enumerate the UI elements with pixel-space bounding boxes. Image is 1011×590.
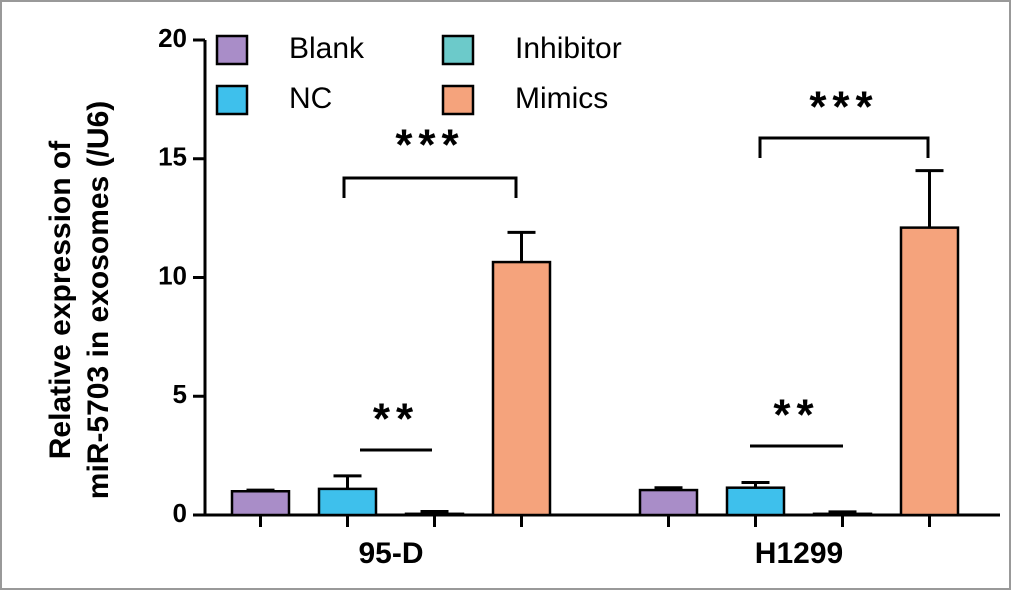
legend-label: Mimics	[515, 82, 608, 115]
significance-label: **	[773, 391, 819, 440]
y-tick-label: 5	[173, 379, 187, 409]
significance-bracket	[342, 176, 518, 198]
y-axis-label: miR-5703 in exosomes (/U6)	[82, 101, 115, 499]
legend-swatch	[215, 34, 249, 66]
y-tick-label: 20	[158, 23, 187, 53]
significance-label: **	[373, 395, 419, 444]
y-tick-label: 10	[158, 260, 187, 290]
y-tick-label: 15	[158, 142, 187, 172]
legend-swatch	[441, 84, 475, 116]
bar	[725, 486, 786, 517]
bar	[812, 512, 873, 517]
legend-swatch	[215, 84, 249, 116]
y-axis-label: Relative expression of	[44, 140, 77, 459]
significance-label: ***	[809, 83, 878, 132]
legend-label: NC	[289, 82, 332, 115]
legend-label: Inhibitor	[515, 32, 622, 65]
legend-label: Blank	[289, 32, 365, 65]
y-tick-label: 0	[173, 498, 187, 528]
bar	[317, 487, 378, 517]
legend-swatch	[441, 34, 475, 66]
bar	[638, 488, 699, 517]
bar	[230, 490, 291, 517]
bar	[404, 512, 465, 517]
bar	[491, 260, 552, 517]
x-tick-label: 95-D	[358, 537, 423, 570]
significance-label: ***	[395, 121, 464, 170]
significance-bracket	[758, 136, 930, 158]
bar	[899, 226, 960, 517]
x-tick-label: H1299	[755, 537, 843, 570]
